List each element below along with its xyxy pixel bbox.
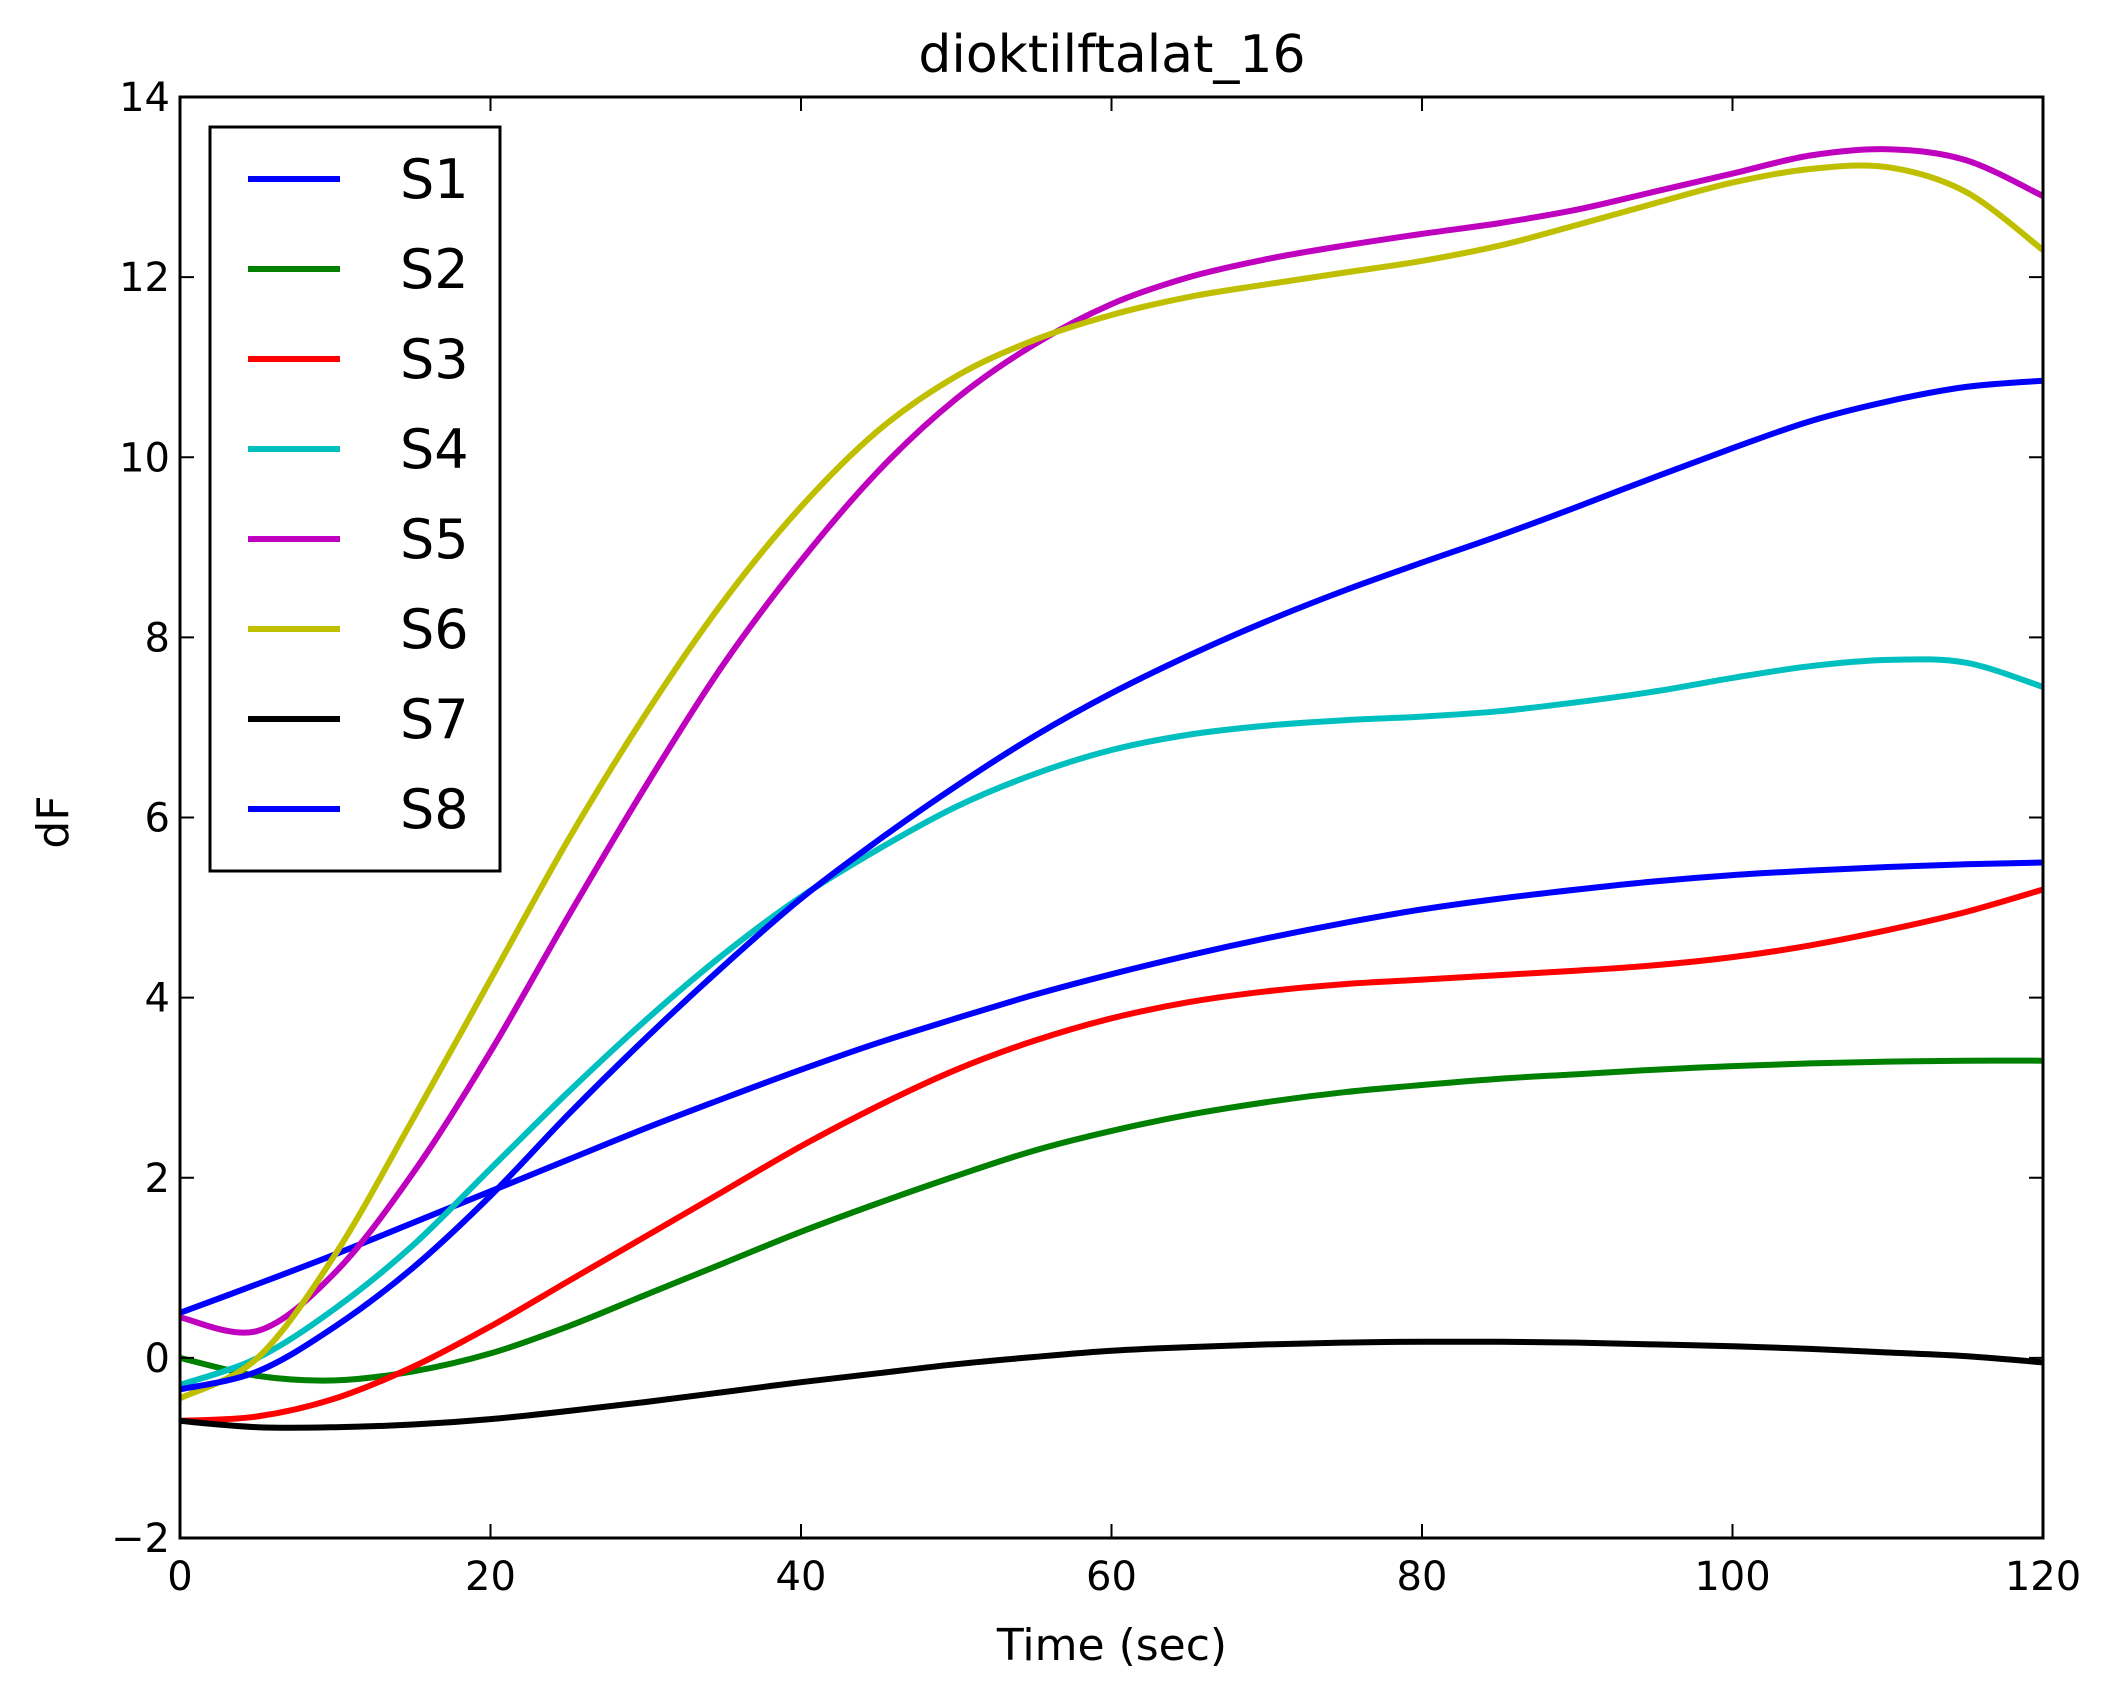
- y-tick-label: 8: [145, 615, 170, 661]
- legend: S1 S2 S3 S4 S5 S6 S7 S8: [208, 125, 502, 873]
- x-axis-title: Time (sec): [996, 1620, 1227, 1671]
- legend-label: S7: [400, 688, 469, 751]
- series-line-s3: [180, 886, 2043, 1424]
- y-tick-label: −2: [111, 1516, 170, 1562]
- legend-label: S5: [400, 508, 469, 571]
- x-tick-label: 40: [776, 1554, 827, 1600]
- x-tick-label: 100: [1694, 1554, 1770, 1600]
- series-line-s2: [180, 1057, 2043, 1384]
- series-line-s8: [180, 377, 2043, 1393]
- y-tick-label: 10: [119, 435, 170, 481]
- x-tick-label: 20: [465, 1554, 516, 1600]
- y-axis-title: dF: [28, 795, 79, 848]
- series-line-s5: [180, 146, 2043, 1336]
- legend-label: S1: [400, 148, 469, 211]
- legend-label: S8: [400, 778, 469, 841]
- y-tick-label: 12: [119, 255, 170, 301]
- x-tick-label: 80: [1397, 1554, 1448, 1600]
- y-tick-label: 0: [145, 1336, 170, 1382]
- legend-box: [208, 125, 502, 873]
- legend-label: S3: [400, 328, 469, 391]
- series-line-s1: [180, 859, 2043, 1316]
- legend-label: S2: [400, 238, 469, 301]
- legend-label: S4: [400, 418, 469, 481]
- series-line-s6: [180, 162, 2043, 1402]
- y-tick-label: 6: [145, 796, 170, 842]
- series-line-s7: [180, 1338, 2043, 1431]
- x-tick-label: 120: [2005, 1554, 2081, 1600]
- y-tick-label: 4: [145, 976, 170, 1022]
- series-line-s4: [180, 656, 2043, 1388]
- x-tick-label: 60: [1086, 1554, 1137, 1600]
- chart-title: dioktilftalat_16: [918, 25, 1305, 85]
- y-tick-label: 2: [145, 1156, 170, 1202]
- plot-lines: [180, 146, 2043, 1431]
- x-tick-label: 0: [167, 1554, 192, 1600]
- y-tick-label: 14: [119, 75, 170, 121]
- legend-label: S6: [400, 598, 469, 661]
